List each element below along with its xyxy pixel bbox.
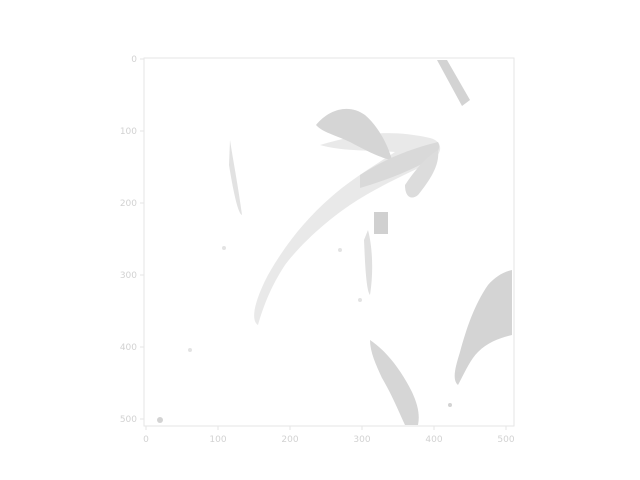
dot [222,246,226,250]
face-edge [229,140,242,215]
x-tick-label: 300 [353,435,370,445]
brim-stroke [360,142,440,188]
dot [338,248,342,252]
x-tick-label: 500 [497,435,514,445]
y-tick-label: 500 [120,415,137,425]
hat-patch [316,108,392,160]
y-tick-label: 100 [120,127,137,137]
vertical-streak [364,230,373,295]
image-content [157,60,512,425]
y-tick-label: 400 [120,343,137,353]
lower-shadow [370,340,419,425]
top-right-stick [437,60,470,106]
dot [448,403,452,407]
y-tick-label: 200 [120,199,137,209]
x-tick-label: 0 [143,435,149,445]
y-axis: 0 100 200 300 400 500 [120,55,144,425]
x-tick-label: 100 [209,435,226,445]
y-tick-label: 0 [131,55,137,65]
center-block [374,212,388,234]
dot [157,417,163,423]
x-tick-label: 200 [281,435,298,445]
dot [188,348,192,352]
brim-inner [405,150,439,198]
right-shoulder [454,270,512,385]
dot [358,298,362,302]
dot [455,372,461,378]
y-tick-label: 300 [120,271,137,281]
x-axis: 0 100 200 300 400 500 [143,426,515,445]
x-tick-label: 400 [425,435,442,445]
